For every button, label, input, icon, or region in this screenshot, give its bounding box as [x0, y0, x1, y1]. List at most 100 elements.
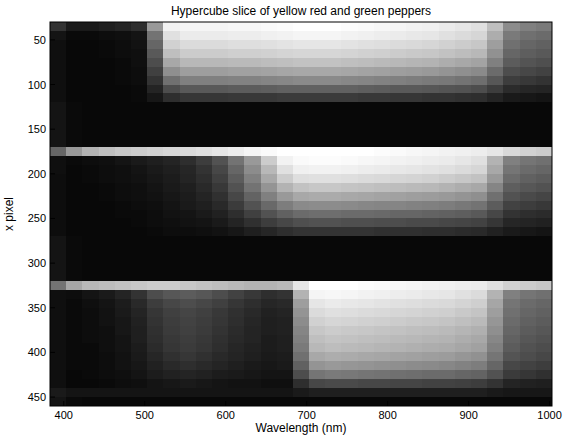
cell [293, 361, 310, 371]
cell [341, 58, 358, 68]
cell [212, 165, 229, 175]
cell [228, 67, 245, 77]
cell [115, 192, 132, 202]
cell [503, 370, 520, 380]
cell [66, 156, 83, 166]
cell [422, 299, 439, 309]
cell [212, 227, 229, 237]
cell [471, 22, 488, 32]
cell [82, 317, 99, 327]
cell [147, 183, 164, 193]
cell [261, 76, 278, 86]
cell [358, 138, 375, 148]
cell [163, 272, 180, 282]
cell [115, 85, 132, 95]
cell [471, 236, 488, 246]
cell [277, 236, 294, 246]
cell [277, 227, 294, 237]
cell [147, 218, 164, 228]
cell [277, 281, 294, 291]
cell [115, 254, 132, 264]
cell [471, 326, 488, 336]
cell [293, 67, 310, 77]
cell [471, 40, 488, 50]
cell [536, 370, 552, 380]
cell [487, 138, 504, 148]
cell [358, 76, 375, 86]
cell [325, 317, 342, 327]
cell [341, 370, 358, 380]
cell [82, 218, 99, 228]
cell [390, 281, 407, 291]
cell [147, 379, 164, 389]
cell [261, 120, 278, 130]
cell [471, 361, 488, 371]
cell [309, 388, 326, 398]
cell [212, 245, 229, 255]
cell [212, 201, 229, 211]
cell [503, 22, 520, 32]
cell [131, 281, 148, 291]
cell [422, 317, 439, 327]
cell [520, 147, 537, 157]
cell [50, 272, 67, 282]
cell [50, 210, 67, 220]
cell [325, 138, 342, 148]
cell [358, 218, 375, 228]
cell [406, 388, 423, 398]
cell [261, 58, 278, 68]
cell [115, 138, 132, 148]
cell [471, 201, 488, 211]
cell [471, 183, 488, 193]
cell [147, 263, 164, 273]
cell [228, 22, 245, 32]
cell [180, 138, 197, 148]
cell [261, 299, 278, 309]
cell [131, 102, 148, 112]
cell [503, 343, 520, 353]
cell [82, 299, 99, 309]
cell [261, 343, 278, 353]
cell [163, 379, 180, 389]
cell [422, 370, 439, 380]
cell [455, 290, 472, 300]
cell [293, 397, 310, 406]
cell [50, 236, 67, 246]
cell [131, 299, 148, 309]
cell [406, 147, 423, 157]
cell [439, 183, 456, 193]
cell [325, 201, 342, 211]
cell [277, 129, 294, 139]
cell [439, 388, 456, 398]
cell [131, 85, 148, 95]
cell [277, 93, 294, 103]
cell [99, 192, 116, 202]
cell [163, 129, 180, 139]
cell [277, 22, 294, 32]
cell [293, 102, 310, 112]
cell [536, 147, 552, 157]
cell [131, 120, 148, 130]
cell [422, 388, 439, 398]
cell [487, 192, 504, 202]
cell [228, 254, 245, 264]
cell [341, 147, 358, 157]
cell [163, 335, 180, 345]
cell [503, 308, 520, 318]
cell [341, 31, 358, 41]
cell [374, 343, 391, 353]
cell [520, 156, 537, 166]
cell [341, 67, 358, 77]
cell [309, 147, 326, 157]
cell [536, 361, 552, 371]
cell [471, 129, 488, 139]
cell [66, 290, 83, 300]
cell [277, 102, 294, 112]
cell [115, 102, 132, 112]
cell [503, 263, 520, 273]
cell [422, 236, 439, 246]
cell [115, 147, 132, 157]
cell [196, 236, 213, 246]
cells [50, 22, 552, 406]
cell [455, 76, 472, 86]
